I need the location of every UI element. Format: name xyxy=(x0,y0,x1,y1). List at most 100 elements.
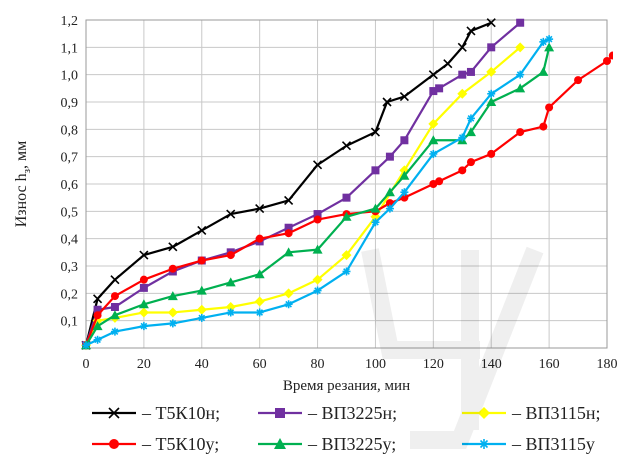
data-point xyxy=(226,209,236,219)
y-tick-label: 0,8 xyxy=(61,123,79,138)
legend-item-3: – ВП3115н; xyxy=(462,403,600,423)
x-axis-label: Время резания, мин xyxy=(283,378,410,394)
data-point xyxy=(382,97,392,107)
data-point xyxy=(197,313,206,322)
x-tick-label: 40 xyxy=(195,357,209,372)
y-tick-label: 0,6 xyxy=(61,178,79,193)
data-point xyxy=(443,59,453,69)
data-point xyxy=(466,67,475,76)
data-point xyxy=(466,158,475,167)
data-point xyxy=(168,319,177,328)
legend-label: – ВП3115н; xyxy=(511,403,600,423)
x-tick-label: 180 xyxy=(597,357,618,372)
data-point xyxy=(139,322,148,331)
data-point xyxy=(93,311,102,320)
data-point xyxy=(400,136,409,145)
x-tick-label: 60 xyxy=(253,357,267,372)
data-point xyxy=(226,308,235,317)
x-tick-label: 100 xyxy=(365,357,386,372)
data-point xyxy=(458,166,467,175)
data-point xyxy=(428,135,439,145)
data-point xyxy=(139,250,149,260)
data-point xyxy=(275,408,285,418)
data-point xyxy=(574,76,583,85)
data-point xyxy=(487,89,496,98)
data-point xyxy=(312,244,323,254)
data-point xyxy=(274,438,286,449)
series-5 xyxy=(81,42,555,350)
data-point xyxy=(255,234,264,243)
x-tick-label: 160 xyxy=(539,357,560,372)
data-point xyxy=(138,299,149,309)
y-tick-label: 0,4 xyxy=(61,233,79,248)
data-point xyxy=(283,247,294,257)
data-point xyxy=(545,103,554,112)
data-point xyxy=(371,218,380,227)
data-point xyxy=(458,70,467,79)
data-point xyxy=(283,288,294,299)
data-point xyxy=(93,294,103,304)
data-point xyxy=(82,341,90,350)
data-point xyxy=(457,88,468,99)
data-point xyxy=(92,321,103,331)
y-tick-label: 0,5 xyxy=(61,205,79,220)
y-axis-label: Износ hз, мм xyxy=(13,141,33,228)
series-layer xyxy=(81,18,613,351)
data-point xyxy=(428,118,439,129)
data-point xyxy=(457,42,467,52)
legend-label: – ВП3225н; xyxy=(307,403,397,423)
data-point xyxy=(197,225,207,236)
plot-frame xyxy=(85,19,608,349)
data-point xyxy=(384,187,395,197)
data-point xyxy=(255,204,265,214)
data-point xyxy=(516,70,525,79)
x-tick-label: 120 xyxy=(423,357,444,372)
y-tick-label: 0,2 xyxy=(61,287,79,302)
data-point xyxy=(168,264,177,273)
data-point xyxy=(429,87,438,96)
data-point xyxy=(312,160,323,170)
data-point xyxy=(139,275,148,284)
data-point xyxy=(603,57,611,65)
data-point xyxy=(370,203,381,213)
data-point xyxy=(465,127,476,137)
data-point xyxy=(478,407,490,419)
y-axis-label-unit: , мм xyxy=(13,141,30,169)
data-point xyxy=(93,335,102,344)
y-axis-label-subscript: з xyxy=(21,169,33,173)
y-tick-labels: 0,1 0,2 0,3 0,4 0,5 0,6 0,7 0,8 0,9 1,0 1,1 1,2 xyxy=(61,14,79,330)
legend-item-5: – ВП3225у; xyxy=(258,434,396,454)
legend-label: – ВП3115у xyxy=(511,434,595,454)
data-point xyxy=(370,127,381,137)
data-point xyxy=(342,193,351,202)
data-point xyxy=(284,223,293,232)
data-point xyxy=(168,242,178,252)
data-point xyxy=(196,285,207,295)
data-point xyxy=(385,204,394,213)
series-3 xyxy=(81,42,526,351)
data-point xyxy=(255,308,264,317)
data-point xyxy=(109,310,120,320)
legend-label: – ВП3225у; xyxy=(307,434,396,454)
data-point xyxy=(254,296,265,307)
data-point xyxy=(515,83,526,93)
data-point xyxy=(254,269,265,279)
x-tick-label: 80 xyxy=(311,357,325,372)
legend-item-6: – ВП3115у xyxy=(462,434,595,454)
data-point xyxy=(486,18,496,28)
data-point xyxy=(138,307,149,318)
data-point xyxy=(108,407,120,419)
data-point xyxy=(487,43,496,52)
y-tick-label: 1,0 xyxy=(61,69,79,84)
data-point xyxy=(539,122,548,131)
data-point xyxy=(466,26,476,36)
data-point xyxy=(284,195,294,205)
data-point xyxy=(110,327,119,336)
x-tick-label: 140 xyxy=(481,357,502,372)
y-axis-label-main: Износ h xyxy=(13,173,30,227)
y-tick-label: 0,7 xyxy=(61,151,79,166)
data-point xyxy=(486,66,497,77)
legend-label: – Т5К10н; xyxy=(141,403,220,423)
data-point xyxy=(516,18,525,27)
